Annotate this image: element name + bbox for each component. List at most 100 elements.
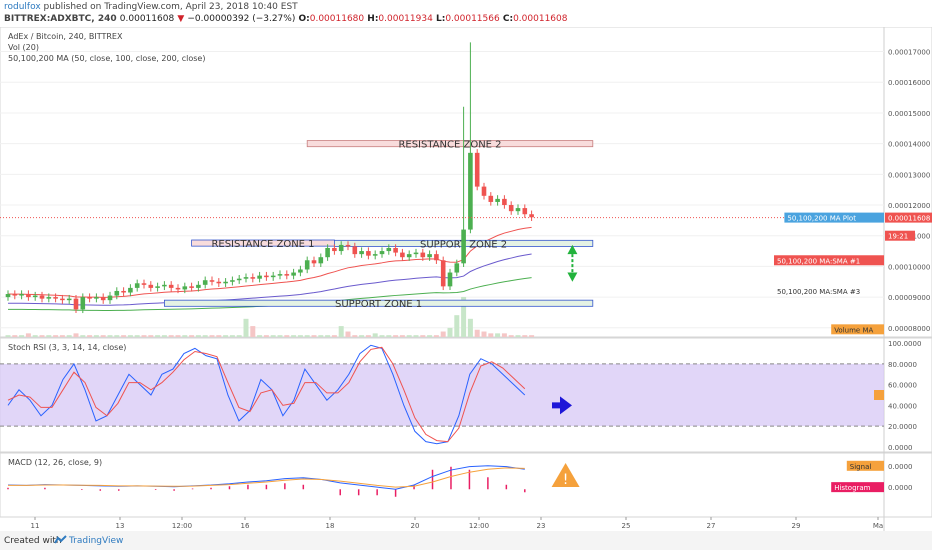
macd-badge-label: Histogram [834,484,870,492]
candle-body[interactable] [182,286,188,290]
chart-svg[interactable]: 0.00017000 0.00016000 0.00015000 0.00014000… [0,26,932,531]
candle-body[interactable] [264,275,269,278]
author-link[interactable]: rodulfox [4,2,41,12]
candle-body[interactable] [400,252,405,258]
candle-body[interactable] [250,277,256,279]
candle-body[interactable] [148,284,154,288]
candle-body[interactable] [73,298,79,310]
candle-body[interactable] [121,290,126,293]
candle-body[interactable] [196,284,201,288]
candle-body[interactable] [162,284,167,287]
time-tick-label: 12:00 [469,522,489,530]
candle-body[interactable] [454,263,460,273]
volume-bar [447,327,453,337]
candle-body[interactable] [277,274,283,276]
candle-body[interactable] [209,280,215,282]
candle-body[interactable] [318,257,324,264]
candle-body[interactable] [332,247,337,252]
candle-body[interactable] [325,247,330,258]
candle-body[interactable] [107,295,113,301]
price-axis-badge-label: 50,100,200 MA:SMA #1 [777,257,860,265]
volume-bar [372,333,378,337]
candle-body[interactable] [488,195,494,202]
candle-body[interactable] [393,247,398,253]
candle-body[interactable] [5,294,11,298]
candle-body[interactable] [19,294,24,296]
candle-body[interactable] [366,251,371,256]
candle-body[interactable] [304,260,310,270]
zone-label: SUPPORT ZONE 1 [335,299,422,310]
candle-body[interactable] [427,254,432,258]
candle-body[interactable] [311,260,317,264]
candle-body[interactable] [32,295,38,298]
candle-body[interactable] [461,229,466,264]
candle-body[interactable] [406,254,412,258]
candle-body[interactable] [243,277,249,279]
candle-body[interactable] [114,290,120,296]
candle-body[interactable] [175,287,181,290]
candle-body[interactable] [372,254,378,256]
candle-body[interactable] [529,214,534,218]
chart-area[interactable]: 0.00017000 0.00016000 0.00015000 0.00014000… [0,26,932,531]
candle-body[interactable] [12,294,18,296]
candle-body[interactable] [236,278,242,281]
candle-body[interactable] [66,298,72,301]
macd-panel[interactable] [0,452,932,518]
zone-box[interactable] [306,140,594,148]
candle-body[interactable] [468,152,473,230]
candle-body[interactable] [189,286,194,288]
price-panel[interactable] [0,26,932,338]
candle-body[interactable] [216,281,222,284]
candle-body[interactable] [522,208,528,215]
volume-bar [359,335,365,337]
candle-body[interactable] [53,297,58,299]
candle-body[interactable] [223,281,228,284]
candle-body[interactable] [155,286,160,288]
candle-body[interactable] [291,272,296,276]
candle-body[interactable] [447,272,453,287]
candle-body[interactable] [386,247,392,252]
candle-body[interactable] [128,287,133,293]
candle-body[interactable] [420,252,426,258]
candle-body[interactable] [284,274,290,276]
candle-body[interactable] [100,297,106,301]
candle-body[interactable] [46,297,52,299]
tradingview-brand[interactable]: TradingView [69,536,124,546]
last-price: 0.00011608 [119,14,175,24]
candle-body[interactable] [434,254,439,261]
candle-body[interactable] [474,152,480,187]
macd-title: MACD (12, 26, close, 9) [8,458,102,467]
candle-body[interactable] [338,244,344,252]
candle-body[interactable] [230,280,235,282]
candle-body[interactable] [202,280,208,285]
candle-body[interactable] [440,260,446,287]
candle-body[interactable] [80,297,86,310]
candle-body[interactable] [379,251,385,255]
volume-bar [508,335,514,337]
candle-body[interactable] [481,186,487,196]
candle-body[interactable] [345,244,351,247]
candle-body[interactable] [508,205,514,212]
candle-body[interactable] [141,283,147,285]
volume-bar [413,335,419,337]
candle-body[interactable] [257,275,262,279]
time-to-close-label: 19:21 [888,233,908,241]
high-value: 0.00011934 [378,14,433,24]
zone-box[interactable] [163,299,594,307]
candle-body[interactable] [39,295,45,299]
candle-body[interactable] [94,297,99,299]
candle-body[interactable] [359,251,364,255]
candle-body[interactable] [26,294,31,298]
candle-body[interactable] [352,246,358,255]
candle-body[interactable] [168,284,174,288]
candle-body[interactable] [87,297,92,299]
candle-body[interactable] [515,208,521,212]
candle-body[interactable] [413,252,419,255]
candle-body[interactable] [502,198,507,206]
candle-body[interactable] [298,269,303,273]
candle-body[interactable] [495,198,500,202]
candle-body[interactable] [134,283,140,288]
volume-bar [182,335,188,337]
candle-body[interactable] [270,275,276,278]
candle-body[interactable] [60,298,65,301]
